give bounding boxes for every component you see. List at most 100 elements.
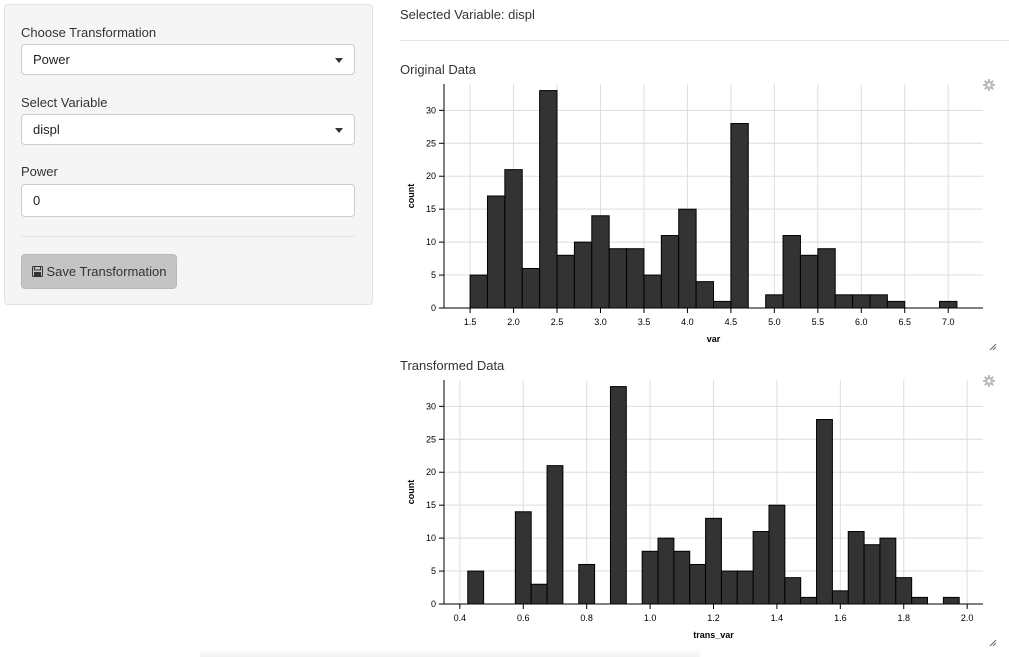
histogram-bar <box>852 294 871 309</box>
histogram-bar <box>799 254 819 309</box>
histogram-bar <box>660 235 680 309</box>
sidebar-divider <box>21 236 355 237</box>
histogram-bar <box>879 537 897 605</box>
histogram-bar <box>530 583 548 605</box>
histogram-bar <box>469 274 488 309</box>
sidebar-panel: Choose Transformation Power Select Varia… <box>4 4 373 305</box>
histogram-bar <box>847 531 865 605</box>
x-tick-label: 2.5 <box>551 317 564 327</box>
x-tick-label: 0.8 <box>580 613 593 623</box>
histogram-bar <box>539 90 558 309</box>
x-tick-label: 1.5 <box>464 317 477 327</box>
x-tick-label: 1.8 <box>897 613 910 623</box>
y-tick-label: 5 <box>431 270 436 280</box>
x-tick-label: 1.4 <box>771 613 784 623</box>
selected-variable-text: Selected Variable: displ <box>400 7 535 22</box>
histogram-bar <box>678 208 697 309</box>
gear-icon[interactable] <box>983 375 995 387</box>
y-tick-label: 30 <box>426 401 436 411</box>
transformation-select[interactable]: Power <box>21 44 355 75</box>
histogram-bar <box>800 596 818 605</box>
x-tick-label: 5.5 <box>812 317 825 327</box>
y-axis-label: count <box>406 480 416 505</box>
x-tick-label: 2.0 <box>507 317 520 327</box>
x-tick-label: 6.5 <box>899 317 912 327</box>
transformed-data-title: Transformed Data <box>400 358 505 373</box>
y-tick-label: 25 <box>426 434 436 444</box>
histogram-bar <box>730 123 749 309</box>
histogram-bar <box>939 300 958 309</box>
variable-select-value: displ <box>33 122 60 137</box>
histogram-bar <box>869 294 888 309</box>
transformation-select-value: Power <box>33 52 70 67</box>
y-axis-label: count <box>406 184 416 209</box>
save-transformation-button[interactable]: Save Transformation <box>21 254 177 289</box>
y-tick-label: 10 <box>426 237 436 247</box>
histogram-bar <box>609 386 627 605</box>
y-tick-label: 10 <box>426 533 436 543</box>
histogram-bar <box>556 254 575 309</box>
y-tick-label: 5 <box>431 566 436 576</box>
power-input[interactable] <box>21 184 355 217</box>
histogram-bar <box>573 241 593 309</box>
original-data-chart: 0 5 10 15 20 25 30 1.5 2.0 2.5 3.0 3.5 4.0 4.5 5.0 5.5 6… <box>406 84 983 344</box>
x-tick-label: 7.0 <box>942 317 955 327</box>
histogram-bar <box>886 300 906 309</box>
histogram-bar <box>521 267 541 309</box>
variable-select[interactable]: displ <box>21 114 355 145</box>
y-tick-label: 0 <box>431 303 436 313</box>
x-tick-label: 0.6 <box>517 613 530 623</box>
histogram-bar <box>816 419 833 605</box>
histogram-bar <box>546 465 564 605</box>
histogram-bar <box>626 248 645 309</box>
main-divider <box>400 40 1009 41</box>
transformed-data-chart: 0 5 10 15 20 25 30 0.4 0.6 0.8 1.0 1.2 1.4 1.6 1.8 2.0 t… <box>406 380 983 640</box>
histogram-bar <box>817 248 836 309</box>
histogram-bar <box>765 294 784 309</box>
y-tick-label: 15 <box>426 204 436 214</box>
histogram-bar <box>578 563 596 605</box>
resize-handle-icon[interactable] <box>989 343 997 351</box>
x-tick-label: 1.6 <box>834 613 847 623</box>
histogram-bar <box>608 248 628 309</box>
histogram-bar <box>911 596 929 605</box>
power-label: Power <box>21 164 58 179</box>
histogram-bar <box>713 300 732 309</box>
histogram-bar <box>591 215 610 309</box>
histogram-bar <box>784 577 802 605</box>
x-axis-label: var <box>707 334 721 344</box>
x-tick-label: 2.0 <box>961 613 974 623</box>
y-tick-label: 0 <box>431 599 436 609</box>
chevron-down-icon <box>335 58 343 63</box>
x-tick-label: 4.5 <box>725 317 738 327</box>
x-tick-label: 1.0 <box>644 613 657 623</box>
x-tick-label: 0.4 <box>454 613 467 623</box>
histogram-bar <box>641 550 659 605</box>
x-tick-label: 6.0 <box>855 317 868 327</box>
x-tick-label: 4.0 <box>681 317 694 327</box>
y-tick-label: 30 <box>426 105 436 115</box>
histogram-bar <box>486 195 506 309</box>
histogram-bar <box>834 294 854 309</box>
x-tick-label: 1.2 <box>707 613 720 623</box>
histogram-bar <box>657 537 675 605</box>
histogram-bar <box>673 550 691 605</box>
resize-handle-icon[interactable] <box>989 639 997 647</box>
y-tick-label: 20 <box>426 467 436 477</box>
histogram-bar <box>782 235 801 309</box>
histogram-bar <box>863 544 881 605</box>
gear-icon[interactable] <box>983 79 995 91</box>
y-tick-label: 15 <box>426 500 436 510</box>
x-tick-label: 3.0 <box>594 317 607 327</box>
histogram-bar <box>942 596 960 605</box>
histogram-bar <box>467 570 485 605</box>
histogram-bar <box>705 517 722 605</box>
x-tick-label: 3.5 <box>638 317 651 327</box>
histogram-bar <box>831 590 849 605</box>
histogram-bar <box>720 570 738 605</box>
save-transformation-label: Save Transformation <box>46 264 167 279</box>
histogram-bar <box>895 577 913 605</box>
original-data-title: Original Data <box>400 62 476 77</box>
floppy-disk-icon <box>31 266 43 277</box>
y-tick-label: 25 <box>426 138 436 148</box>
